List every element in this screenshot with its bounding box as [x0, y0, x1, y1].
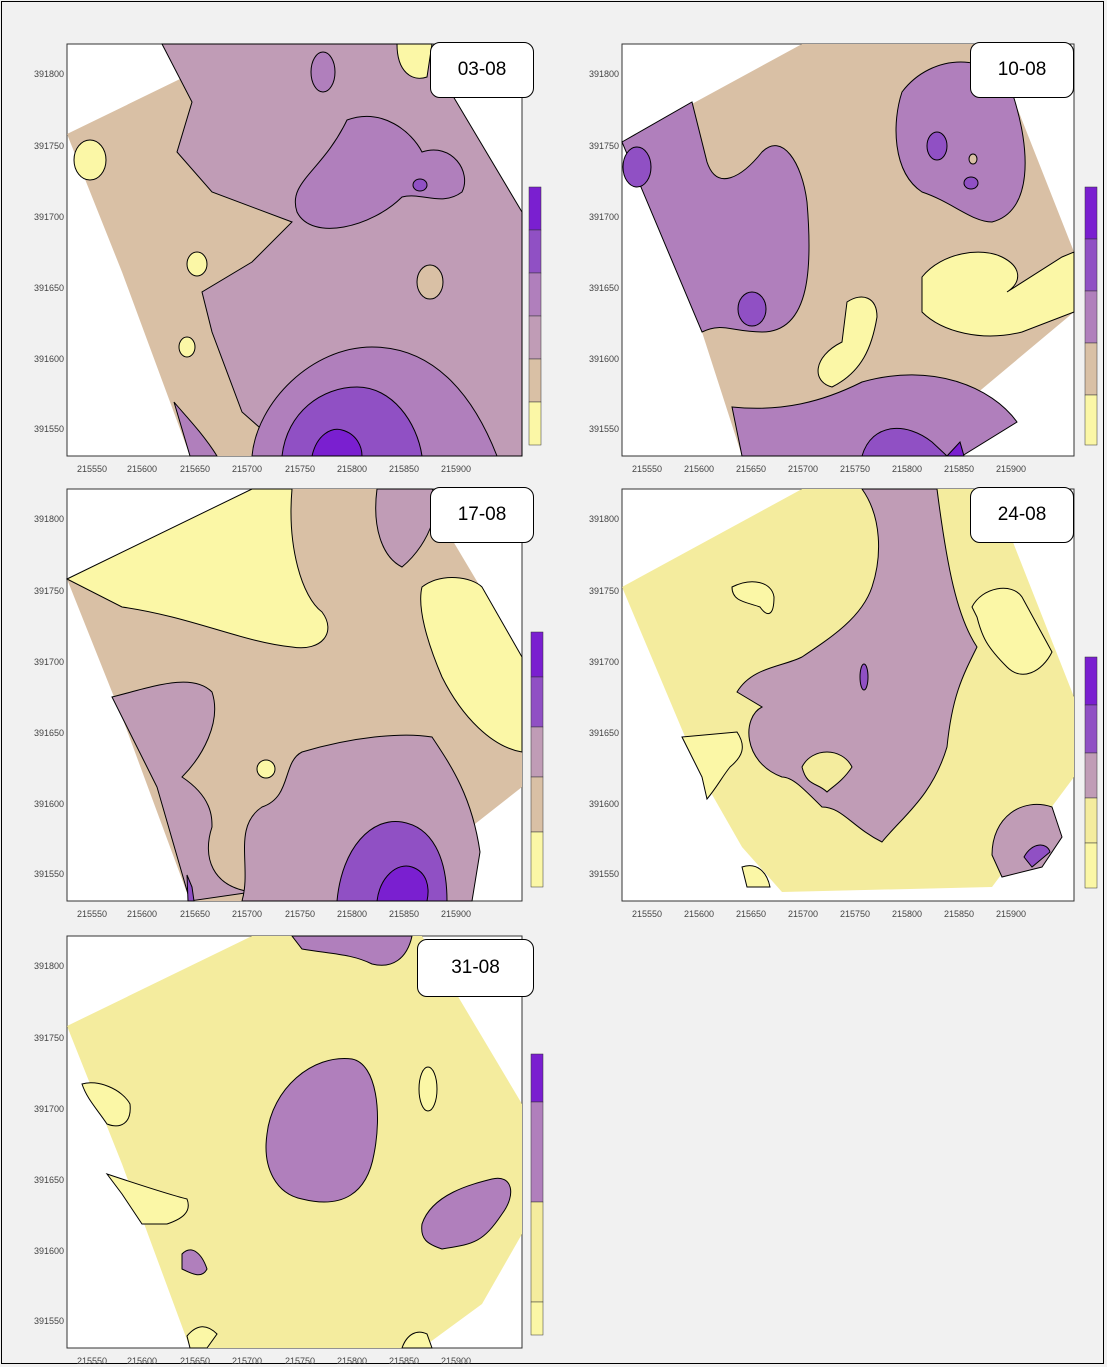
y-tick-label: 391650: [34, 283, 64, 293]
x-tick-label: 215850: [944, 909, 974, 919]
x-tick-label: 215750: [285, 464, 315, 474]
y-tick-label: 391750: [589, 586, 619, 596]
x-tick-label: 215700: [232, 909, 262, 919]
legend-bar-31-08: [530, 1053, 544, 1336]
survey-area-24-08: [622, 488, 1074, 892]
y-tick-label: 391550: [34, 869, 64, 879]
y-tick-label: 391550: [589, 869, 619, 879]
contour-map-31-08: 391800 391750 391700 391650 391600 39155…: [34, 935, 544, 1366]
y-tick-label: 391550: [34, 424, 64, 434]
y-tick-label: 391600: [34, 354, 64, 364]
x-tick-label: 215800: [337, 909, 367, 919]
y-tick-label: 391750: [34, 586, 64, 596]
map-panel-03-08: 391800 391750 391700 391650 391600 39155…: [2, 2, 552, 474]
y-tick-label: 391700: [34, 212, 64, 222]
y-tick-label: 391600: [34, 1246, 64, 1256]
x-tick-label: 215550: [77, 1356, 107, 1366]
x-tick-label: 215900: [996, 464, 1026, 474]
x-tick-label: 215550: [77, 464, 107, 474]
y-tick-label: 391600: [589, 799, 619, 809]
x-tick-label: 215900: [441, 909, 471, 919]
map-panel-31-08: 391800 391750 391700 391650 391600 39155…: [2, 894, 552, 1366]
y-tick-label: 391550: [589, 424, 619, 434]
x-tick-label: 215900: [996, 909, 1026, 919]
x-tick-label: 215850: [944, 464, 974, 474]
x-tick-label: 215650: [736, 464, 766, 474]
x-tick-label: 215900: [441, 464, 471, 474]
survey-area-03-08: [67, 43, 523, 457]
x-tick-label: 215650: [180, 464, 210, 474]
x-tick-label: 215750: [840, 909, 870, 919]
y-tick-label: 391750: [34, 141, 64, 151]
y-tick-label: 391600: [34, 799, 64, 809]
y-tick-label: 391800: [589, 514, 619, 524]
x-tick-label: 215700: [232, 464, 262, 474]
map-panel-24-08: 391800 391750 391700 391650 391600 39155…: [2, 447, 1107, 919]
x-tick-label: 215600: [127, 464, 157, 474]
legend-bar-10-08: [1084, 186, 1098, 446]
legend-bar-17-08: [530, 631, 544, 888]
map-panel-17-08: 391800 391750 391700 391650 391600 39155…: [2, 447, 552, 919]
x-tick-label: 215700: [788, 909, 818, 919]
x-tick-label: 215750: [285, 1356, 315, 1366]
x-tick-label: 215650: [180, 909, 210, 919]
x-tick-label: 215650: [736, 909, 766, 919]
map-panel-10-08: 391800 391750 391700 391650 391600 39155…: [2, 2, 1107, 474]
date-label-10-08: 10-08: [970, 42, 1074, 98]
y-tick-label: 391750: [34, 1033, 64, 1043]
x-tick-label: 215850: [389, 464, 419, 474]
date-label-03-08: 03-08: [430, 42, 534, 98]
contour-map-24-08: 391800 391750 391700 391650 391600 39155…: [589, 488, 1098, 919]
y-tick-label: 391800: [34, 514, 64, 524]
date-label-17-08: 17-08: [430, 487, 534, 543]
survey-area-17-08: [65, 488, 523, 902]
y-tick-label: 391650: [589, 728, 619, 738]
contour-map-10-08: 391800 391750 391700 391650 391600 39155…: [589, 43, 1098, 474]
x-tick-label: 215800: [337, 1356, 367, 1366]
x-tick-label: 215850: [389, 1356, 419, 1366]
x-tick-label: 215750: [285, 909, 315, 919]
x-tick-label: 215600: [684, 909, 714, 919]
y-tick-label: 391800: [589, 69, 619, 79]
y-tick-label: 391800: [34, 961, 64, 971]
y-tick-label: 391700: [589, 657, 619, 667]
date-label-31-08: 31-08: [417, 939, 534, 997]
y-tick-label: 391600: [589, 354, 619, 364]
x-tick-label: 215600: [127, 909, 157, 919]
y-tick-label: 391750: [589, 141, 619, 151]
x-tick-label: 215900: [441, 1356, 471, 1366]
y-tick-label: 391650: [34, 728, 64, 738]
y-tick-label: 391700: [34, 1104, 64, 1114]
x-tick-label: 215800: [892, 464, 922, 474]
x-tick-label: 215600: [684, 464, 714, 474]
survey-area-10-08: [621, 44, 1075, 457]
y-tick-label: 391550: [34, 1316, 64, 1326]
x-tick-label: 215750: [840, 464, 870, 474]
x-tick-label: 215850: [389, 909, 419, 919]
date-label-24-08: 24-08: [970, 487, 1074, 543]
survey-area-31-08: [67, 935, 522, 1349]
y-tick-label: 391650: [589, 283, 619, 293]
contour-map-03-08: 391800 391750 391700 391650 391600 39155…: [34, 43, 542, 474]
contour-map-17-08: 391800 391750 391700 391650 391600 39155…: [34, 488, 544, 919]
x-tick-label: 215700: [232, 1356, 262, 1366]
x-tick-label: 215800: [337, 464, 367, 474]
y-tick-label: 391700: [34, 657, 64, 667]
x-tick-label: 215550: [632, 464, 662, 474]
y-tick-label: 391800: [34, 69, 64, 79]
legend-bar-24-08: [1084, 656, 1098, 889]
x-tick-label: 215600: [127, 1356, 157, 1366]
x-tick-label: 215800: [892, 909, 922, 919]
y-tick-label: 391650: [34, 1175, 64, 1185]
x-tick-label: 215550: [632, 909, 662, 919]
y-tick-label: 391700: [589, 212, 619, 222]
x-tick-label: 215650: [180, 1356, 210, 1366]
legend-bar-03-08: [528, 186, 542, 446]
x-tick-label: 215700: [788, 464, 818, 474]
x-tick-label: 215550: [77, 909, 107, 919]
